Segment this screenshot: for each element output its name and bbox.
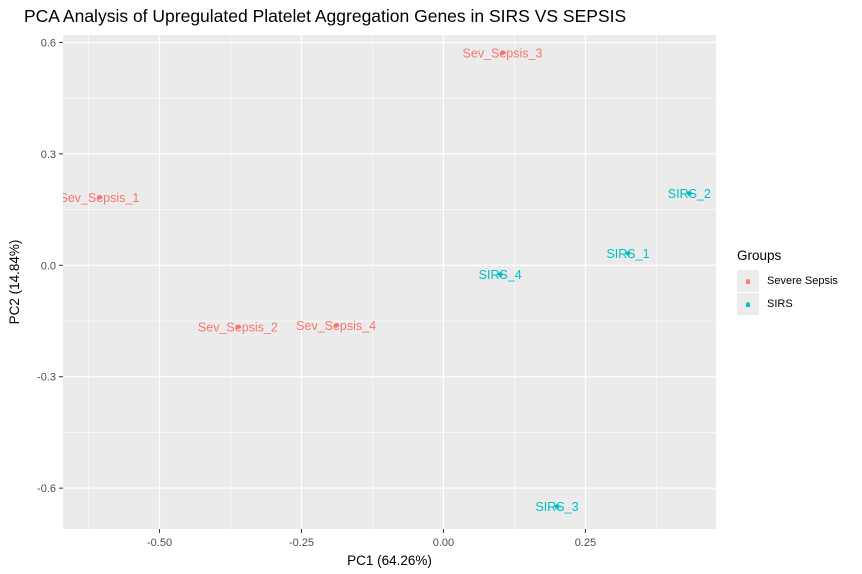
data-point [687, 191, 692, 196]
legend: Groups a Severe Sepsis a SIRS [737, 248, 838, 315]
data-point [500, 50, 505, 56]
plot-panel [63, 35, 716, 529]
point-label: SIRS_4 [479, 268, 522, 282]
data-point [554, 504, 560, 510]
data-point [333, 323, 339, 328]
x-tick-label: -0.25 [289, 537, 314, 549]
point-label: SIRS_2 [668, 187, 711, 201]
y-tick-label: -0.3 [37, 372, 56, 384]
data-point [97, 195, 102, 200]
y-tick-label: 0.0 [41, 260, 56, 272]
y-axis-title: PC2 (14.84%) [7, 240, 22, 325]
legend-label: SIRS [767, 297, 793, 310]
y-tick-label: 0.3 [41, 149, 56, 161]
data-point [625, 251, 631, 256]
point-label: SIRS_3 [535, 500, 578, 514]
x-tick-label: 0.25 [575, 537, 596, 549]
legend-key: a [737, 269, 759, 292]
legend-key-dot [746, 279, 750, 284]
point-label: Sev_Sepsis_3 [463, 46, 543, 60]
data-point [497, 272, 503, 277]
data-point [235, 324, 241, 330]
point-label: Sev_Sepsis_4 [296, 319, 376, 333]
y-tick-label: 0.6 [41, 37, 56, 49]
legend-label: Severe Sepsis [767, 274, 838, 287]
legend-key: a [737, 292, 759, 315]
point-label: Sev_Sepsis_1 [59, 191, 139, 205]
legend-item: a SIRS [737, 292, 838, 315]
legend-title: Groups [737, 248, 782, 263]
y-tick-label: -0.6 [37, 483, 56, 495]
point-label: SIRS_1 [606, 247, 649, 261]
x-tick-label: 0.00 [433, 537, 454, 549]
legend-key-dot [746, 302, 750, 307]
x-axis-title: PC1 (64.26%) [347, 553, 432, 568]
legend-item: a Severe Sepsis [737, 269, 838, 292]
chart-title: PCA Analysis of Upregulated Platelet Agg… [24, 6, 627, 26]
x-tick-label: -0.50 [147, 537, 172, 549]
point-label: Sev_Sepsis_2 [198, 320, 278, 334]
